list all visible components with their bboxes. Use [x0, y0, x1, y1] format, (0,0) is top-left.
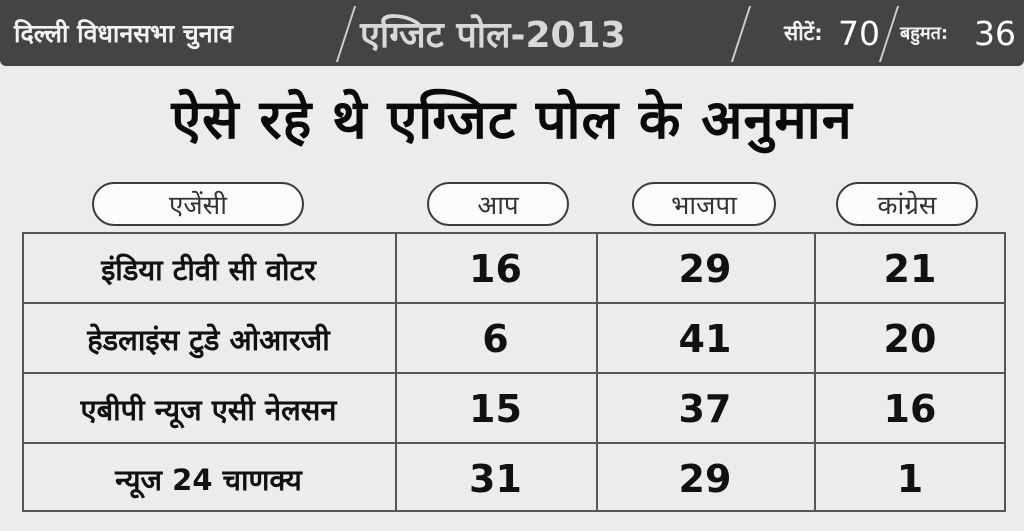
table-row: न्यूज 24 चाणक्य 31 29 1: [22, 445, 1006, 513]
row-divider: [22, 302, 1006, 304]
table-row: इंडिया टीवी सी वोटर 16 29 21: [22, 235, 1006, 303]
aap-seats: 16: [469, 247, 522, 291]
congress-seats: 1: [896, 457, 924, 501]
aap-seats: 31: [469, 457, 522, 501]
bjp-seats: 37: [678, 387, 732, 431]
column-header-agency: एजेंसी: [92, 182, 304, 226]
table-row: हेडलाइंस टुडे ओआरजी 6 41 20: [22, 305, 1006, 373]
congress-seats: 21: [883, 247, 937, 291]
divider: [878, 6, 900, 62]
row-divider: [22, 442, 1006, 444]
bjp-seats: 41: [678, 317, 732, 361]
seats-label: सीटें:: [784, 21, 823, 45]
majority-label: बहुमत:: [900, 23, 949, 44]
bjp-seats: 29: [678, 457, 732, 501]
divider: [335, 6, 357, 62]
election-title: दिल्ली विधानसभा चुनाव: [14, 19, 234, 48]
aap-seats: 15: [469, 387, 522, 431]
agency-name: एबीपी न्यूज एसी नेलसन: [80, 392, 337, 427]
exit-poll-title: एग्जिट पोल-2013: [360, 14, 626, 56]
column-header-aap: आप: [427, 182, 569, 226]
agency-name: न्यूज 24 चाणक्य: [115, 462, 302, 497]
seats-value: 70: [838, 13, 880, 53]
agency-name: हेडलाइंस टुडे ओआरजी: [87, 322, 330, 357]
agency-name: इंडिया टीवी सी वोटर: [101, 252, 316, 287]
page-title: ऐसे रहे थे एग्जिट पोल के अनुमान: [171, 88, 853, 151]
congress-seats: 16: [883, 387, 937, 431]
aap-seats: 6: [482, 317, 509, 361]
divider: [730, 6, 752, 62]
column-header-bjp: भाजपा: [632, 182, 776, 226]
header-bar: दिल्ली विधानसभा चुनाव एग्जिट पोल-2013 सी…: [0, 0, 1024, 66]
table-row: एबीपी न्यूज एसी नेलसन 15 37 16: [22, 375, 1006, 443]
column-header-congress: कांग्रेस: [836, 182, 978, 226]
congress-seats: 20: [883, 317, 937, 361]
row-divider: [22, 372, 1006, 374]
majority-value: 36: [974, 13, 1016, 53]
bjp-seats: 29: [678, 247, 732, 291]
